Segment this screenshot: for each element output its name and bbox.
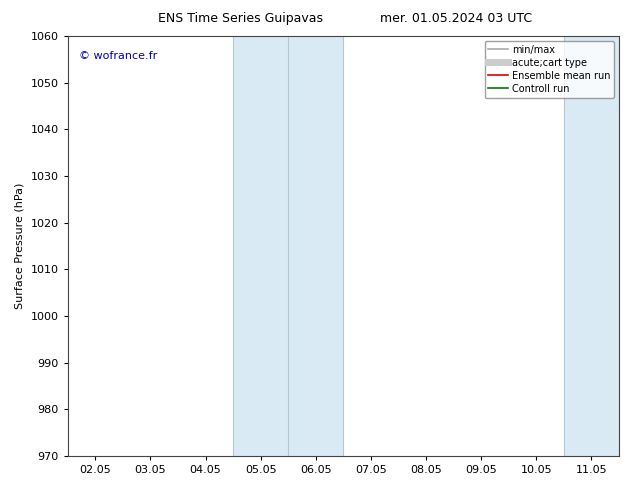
- Legend: min/max, acute;cart type, Ensemble mean run, Controll run: min/max, acute;cart type, Ensemble mean …: [484, 41, 614, 98]
- Text: ENS Time Series Guipavas: ENS Time Series Guipavas: [158, 12, 323, 25]
- Y-axis label: Surface Pressure (hPa): Surface Pressure (hPa): [15, 183, 25, 309]
- Bar: [288, 36, 344, 456]
- Bar: [564, 36, 619, 456]
- Text: mer. 01.05.2024 03 UTC: mer. 01.05.2024 03 UTC: [380, 12, 533, 25]
- Bar: [233, 36, 288, 456]
- Text: © wofrance.fr: © wofrance.fr: [79, 51, 157, 61]
